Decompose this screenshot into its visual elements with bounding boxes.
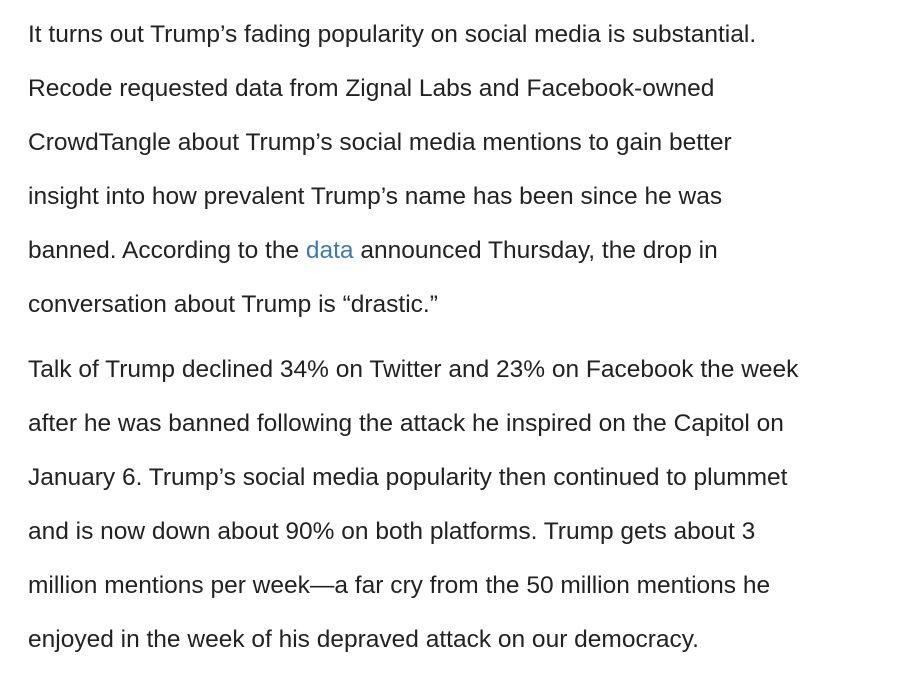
paragraph-2-line-4: and is now down about 90% on both platfo…: [28, 518, 756, 545]
paragraph-1-line-5-text-before-link: banned. According to the: [28, 237, 306, 264]
paragraph-2-line-3: January 6. Trump’s social media populari…: [28, 464, 788, 491]
paragraph-1-line-1: It turns out Trump’s fading popularity o…: [28, 21, 757, 48]
paragraph-1-line-6: conversation about Trump is “drastic.”: [28, 291, 438, 318]
paragraph-2: Talk of Trump declined 34% on Twitter an…: [28, 343, 898, 667]
paragraph-2-line-1: Talk of Trump declined 34% on Twitter an…: [28, 356, 799, 383]
paragraph-2-line-5: million mentions per week—a far cry from…: [28, 572, 771, 599]
paragraph-1-line-3: CrowdTangle about Trump’s social media m…: [28, 129, 732, 156]
paragraph-1-line-4: insight into how prevalent Trump’s name …: [28, 183, 723, 210]
paragraph-1-line-5: banned. According to the data announced …: [28, 224, 898, 278]
paragraph-2-line-2: after he was banned following the attack…: [28, 410, 784, 437]
paragraph-1-line-5-text-after-link: announced Thursday, the drop in: [353, 237, 718, 264]
article-body: It turns out Trump’s fading popularity o…: [28, 8, 898, 667]
paragraph-1-line-2: Recode requested data from Zignal Labs a…: [28, 75, 715, 102]
paragraph-2-line-6: enjoyed in the week of his depraved atta…: [28, 626, 699, 653]
data-link[interactable]: data: [305, 237, 354, 264]
paragraph-1: It turns out Trump’s fading popularity o…: [28, 8, 898, 332]
